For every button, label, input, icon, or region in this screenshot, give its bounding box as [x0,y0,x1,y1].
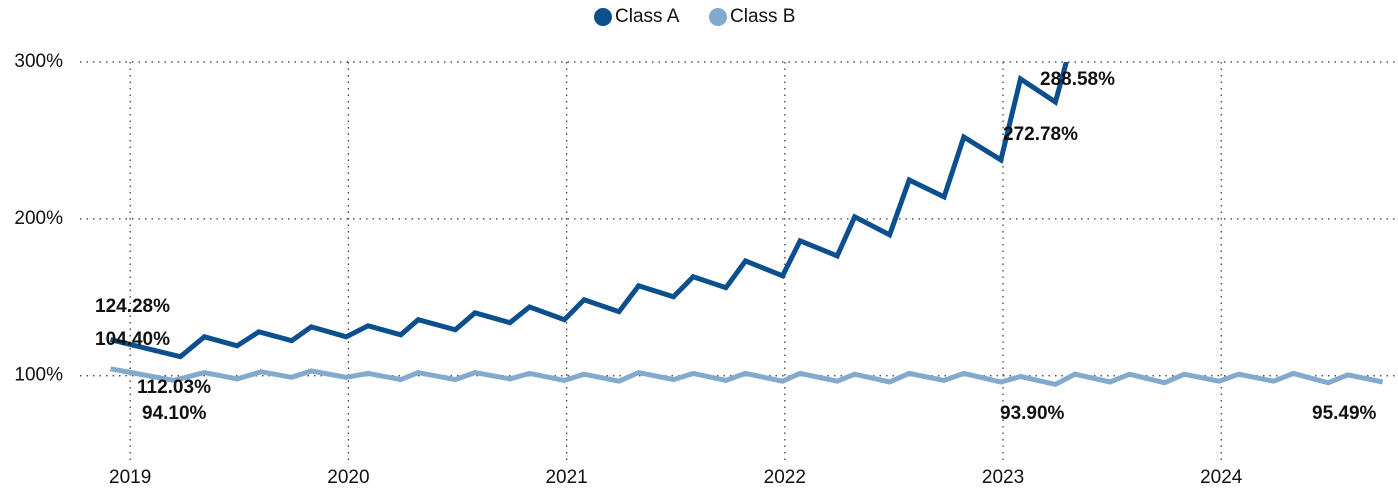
annotation: 272.78% [1003,124,1078,145]
legend-label: Class A [615,6,680,27]
annotation: 112.03% [137,377,211,398]
y-tick-label: 100% [14,365,63,386]
x-tick-label: 2021 [545,467,587,488]
plot-area [109,62,1384,388]
series-line [109,62,1069,360]
annotation: 93.90% [1000,403,1065,424]
legend-marker [709,8,727,26]
grid [80,61,1398,462]
y-tick-label: 200% [14,208,63,229]
annotation: 95.49% [1312,403,1377,424]
labels: 100% 200% 300% 2019 2020 2021 2022 2023 2024 Clas… [14,6,1376,488]
series-line [110,366,1384,388]
x-tick-label: 2023 [982,467,1024,488]
annotation: 288.58% [1040,69,1115,90]
x-tick-label: 2024 [1200,467,1243,488]
annotation: 124.28% [95,296,170,317]
x-tick-label: 2019 [109,467,151,488]
x-tick-label: 2022 [764,467,806,488]
legend-marker [594,8,612,26]
annotation: 104.40% [95,329,170,350]
annotation: 94.10% [142,403,207,424]
x-tick-label: 2020 [327,467,369,488]
legend-label: Class B [730,6,795,27]
y-tick-label: 300% [14,51,63,72]
